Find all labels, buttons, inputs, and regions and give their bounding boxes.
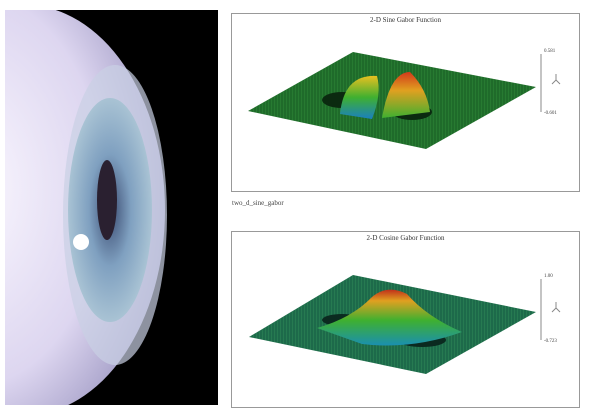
z-min-label: -0.723 [544, 339, 557, 344]
plot-title: 2-D Cosine Gabor Function [366, 234, 445, 242]
sine-gabor-surface [248, 52, 561, 149]
z-max-label: 0.581 [544, 49, 556, 54]
cosine-gabor-surface [249, 275, 561, 374]
cosine-gabor-plot: 2-D Cosine Gabor Function 1.00 -0.723 [231, 231, 580, 408]
eye-illustration [5, 10, 218, 405]
z-min-label: -0.601 [544, 111, 557, 116]
z-max-label: 1.00 [544, 274, 553, 279]
sine-gabor-plot: 2-D Sine Gabor Function 0.581 -0.601 [231, 13, 580, 192]
caption: two_d_sine_gabor [232, 199, 284, 207]
plot-title: 2-D Sine Gabor Function [370, 16, 441, 24]
